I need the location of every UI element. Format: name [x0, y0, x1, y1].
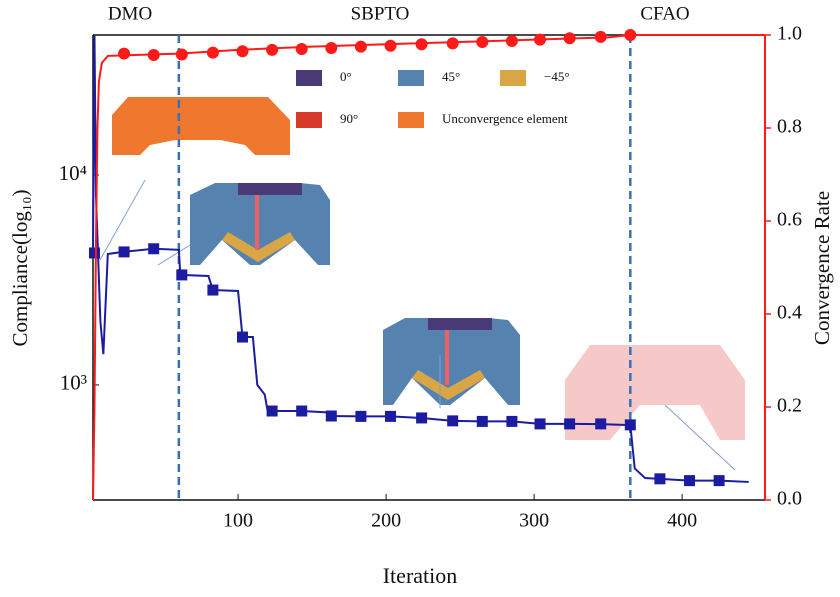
x-tick-label: 300 — [519, 510, 549, 532]
marker — [506, 35, 518, 47]
marker — [207, 47, 219, 59]
inset-final — [565, 345, 745, 440]
marker — [89, 247, 100, 258]
y2-tick-label: 1.0 — [777, 23, 802, 45]
marker — [267, 406, 278, 417]
marker — [237, 332, 248, 343]
inset-structure-2 — [383, 318, 520, 405]
y2-tick-label: 0.4 — [777, 302, 802, 324]
marker — [176, 49, 188, 61]
marker — [684, 475, 695, 486]
legend-swatch — [296, 112, 322, 128]
marker — [624, 29, 636, 41]
marker — [625, 419, 636, 430]
marker — [476, 36, 488, 48]
x-tick-label: 200 — [371, 510, 401, 532]
phase-label: CFAO — [640, 3, 689, 24]
legend-swatch — [398, 112, 424, 128]
marker — [477, 416, 488, 427]
marker — [148, 243, 159, 254]
chart: Iteration Compliance(log₁₀) Convergence … — [0, 0, 840, 597]
marker — [296, 406, 307, 417]
y-tick-label: 10⁴ — [59, 161, 87, 185]
marker — [385, 411, 396, 422]
y-axis-label: Compliance(log₁₀) — [8, 190, 32, 347]
phase-label: SBPTO — [351, 3, 410, 24]
y2-tick-label: 0.2 — [777, 395, 802, 417]
legend-swatch — [500, 70, 526, 86]
marker — [564, 418, 575, 429]
marker — [355, 41, 367, 53]
legend-label: 0° — [340, 69, 352, 84]
marker — [416, 412, 427, 423]
x-tick-label: 100 — [223, 510, 253, 532]
legend-label: 45° — [442, 69, 460, 84]
marker — [176, 269, 187, 280]
marker — [119, 246, 130, 257]
inset-structure-1 — [190, 183, 330, 265]
legend-label: −45° — [544, 69, 570, 84]
legend-swatch — [296, 70, 322, 86]
marker — [266, 44, 278, 56]
marker — [595, 418, 606, 429]
x-tick-label: 400 — [667, 510, 697, 532]
marker — [447, 37, 459, 49]
marker — [714, 475, 725, 486]
legend-label: 90° — [340, 111, 358, 126]
marker — [355, 411, 366, 422]
marker — [534, 34, 546, 46]
y2-tick-label: 0.6 — [777, 209, 802, 231]
marker — [118, 48, 130, 60]
marker — [325, 42, 337, 54]
phase-label: DMO — [108, 3, 152, 24]
marker — [447, 415, 458, 426]
marker — [564, 32, 576, 44]
y2-tick-label: 0.8 — [777, 116, 802, 138]
y2-tick-label: 0.0 — [777, 488, 802, 510]
marker — [207, 285, 218, 296]
inset-unconverged — [112, 97, 290, 155]
marker — [385, 40, 397, 52]
marker — [148, 49, 160, 61]
legend-swatch — [398, 70, 424, 86]
marker — [326, 410, 337, 421]
y2-axis-label: Convergence Rate — [810, 191, 834, 345]
marker — [535, 418, 546, 429]
marker — [236, 45, 248, 57]
legend-label: Unconvergence element — [442, 111, 568, 126]
marker — [654, 473, 665, 484]
marker — [416, 38, 428, 50]
y-tick-label: 10³ — [60, 371, 87, 395]
marker — [595, 31, 607, 43]
x-axis-label: Iteration — [383, 563, 458, 588]
marker — [296, 43, 308, 55]
marker — [506, 416, 517, 427]
